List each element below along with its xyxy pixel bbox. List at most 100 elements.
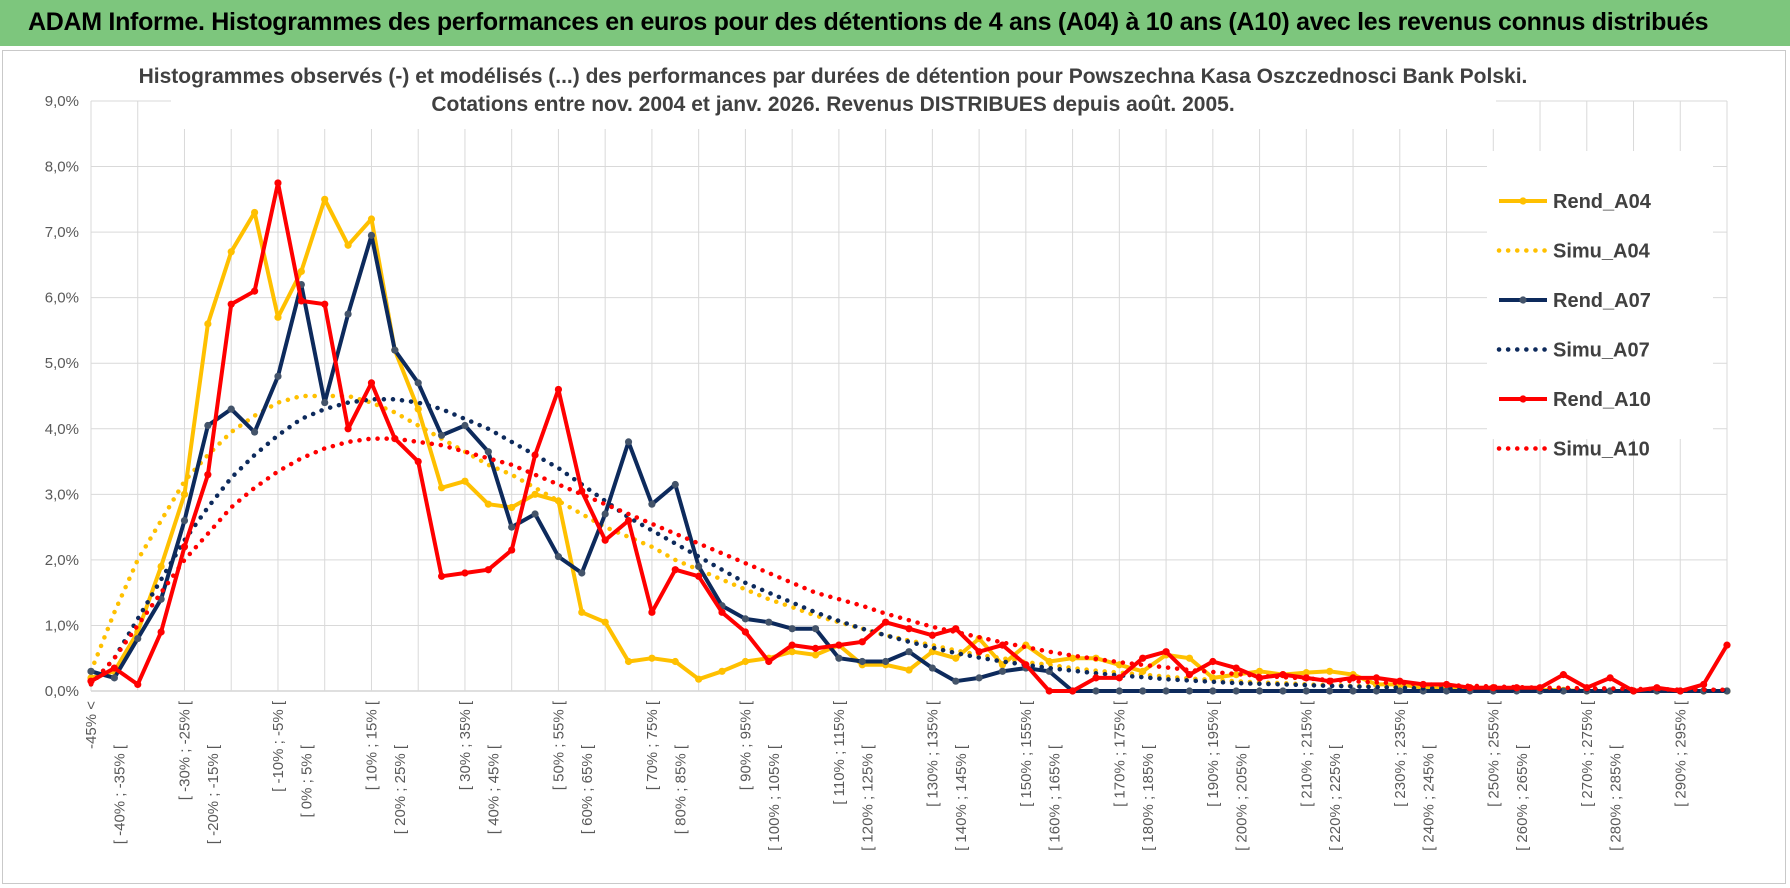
data-point-rend_a10 [882,618,890,626]
data-point-rend_a04 [321,195,329,203]
data-point-rend_a10 [484,566,492,574]
legend-label: Simu_A04 [1553,241,1651,263]
data-point-rend_a07 [928,664,936,672]
data-point-rend_a07 [321,398,329,407]
data-point-rend_a10 [414,457,422,466]
x-tick-label: [ 50% ; 55% [ [550,700,567,790]
x-tick-label: [ 80% ; 85% [ [673,744,690,834]
data-point-rend_a07 [671,480,679,489]
data-point-rend_a07 [1162,687,1170,695]
x-tick-label: [ 230% ; 235% [ [1392,700,1409,807]
data-point-rend_a07 [624,438,633,446]
data-point-rend_a07 [858,657,866,666]
data-point-rend_a07 [1115,687,1123,695]
data-point-rend_a10 [975,648,983,656]
x-tick-label: [ 290% ; 295% [ [1672,700,1689,807]
data-point-rend_a07 [1349,687,1357,695]
data-point-rend_a07 [508,523,516,531]
data-point-rend_a10 [928,631,936,639]
data-point-rend_a10 [1162,648,1170,656]
x-tick-label: -45% < [83,701,100,749]
data-point-rend_a04 [297,267,305,276]
x-tick-label: [ 90% ; 95% [ [737,700,754,790]
data-point-rend_a04 [1232,671,1240,679]
data-point-rend_a04 [671,657,679,666]
series-line-simu_a04 [88,393,1730,693]
data-point-rend_a10 [1139,654,1147,662]
series-line-rend_a07 [90,233,1727,693]
y-tick-label: 0,0% [45,683,79,700]
x-tick-label: [ 160% ; 165% [ [1047,744,1064,851]
data-point-rend_a07 [601,510,609,518]
data-point-rend_a07 [227,405,235,413]
data-point-rend_a07 [1279,687,1287,695]
data-point-rend_a07 [1092,687,1100,695]
histogram-chart: 0,0% 1,0% 2,0% 3,0% 4,0% 5,0% 6,0% 7,0% 8,0% 9,0%… [45,59,1731,851]
x-tick-label: [ 70% ; 75% [ [644,700,661,790]
data-point-rend_a04 [1302,669,1310,677]
data-point-rend_a07 [1326,687,1334,695]
data-point-rend_a07 [1209,687,1217,695]
data-point-rend_a10 [297,297,305,305]
data-point-rend_a10 [1092,674,1100,682]
data-point-rend_a04 [274,313,282,321]
data-point-rend_a10 [811,644,820,652]
y-tick-label: 6,0% [45,290,79,307]
legend-marker [1519,296,1527,304]
series-line-rend_a10 [90,180,1729,693]
x-tick-label: [ 100% ; 105% [ [766,744,783,851]
x-tick-label: [ 180% ; 185% [ [1140,744,1157,851]
data-point-rend_a07 [1255,687,1264,695]
y-tick-label: 2,0% [45,552,79,569]
data-point-rend_a10 [741,628,750,636]
data-point-rend_a10 [1372,674,1381,682]
x-tick-label: [ 30% ; 35% [ [457,700,474,790]
title-backdrop [171,59,1496,129]
data-point-rend_a07 [204,421,212,430]
data-point-rend_a10 [227,300,235,308]
x-tick-label: [ 140% ; 145% [ [953,744,970,851]
data-point-rend_a10 [554,385,563,394]
data-point-rend_a04 [1185,654,1194,662]
data-point-rend_a04 [952,654,960,662]
data-point-rend_a07 [414,379,422,387]
data-point-rend_a07 [975,674,983,682]
data-point-rend_a10 [1606,674,1614,682]
data-point-rend_a10 [765,657,773,666]
data-point-rend_a07 [1232,687,1240,695]
data-point-rend_a07 [835,654,843,662]
data-point-rend_a10 [251,287,259,295]
data-point-rend_a07 [274,372,282,380]
x-tick-label: [ 0% ; 5% [ [299,744,316,817]
x-tick-label: [ 280% ; 285% [ [1608,744,1625,851]
header-bar: ADAM Informe. Histogrammes des performan… [0,0,1790,46]
data-point-rend_a04 [648,654,656,662]
x-tick-label: [ 250% ; 255% [ [1485,700,1502,807]
data-point-rend_a10 [1069,687,1077,695]
data-point-rend_a10 [321,300,329,308]
data-point-rend_a10 [601,536,609,544]
series-line-simu_a07 [88,397,1730,693]
x-tick-label: [ -10% ; -5% [ [270,700,287,792]
chart-title-line1: Histogrammes observés (-) et modélisés (… [139,65,1528,88]
x-tick-label: [ 240% ; 245% [ [1421,744,1438,851]
y-tick-label: 3,0% [45,486,79,503]
data-point-rend_a07 [437,431,446,439]
data-point-rend_a07 [765,618,773,626]
data-point-rend_a04 [251,208,259,217]
data-point-rend_a04 [624,657,633,666]
data-point-rend_a07 [531,510,539,518]
data-point-rend_a07 [180,516,189,525]
legend-label: Simu_A07 [1553,340,1650,362]
x-tick-label: [ 260% ; 265% [ [1514,744,1531,851]
y-tick-label: 4,0% [45,421,79,438]
x-tick-label: [ -20% ; -15% [ [205,744,222,844]
chart-title-line2: Cotations entre nov. 2004 et janv. 2026.… [431,93,1234,116]
data-point-rend_a04 [811,651,820,659]
data-point-rend_a10 [695,572,703,580]
series-lines [87,179,1731,695]
data-point-rend_a07 [1302,687,1310,695]
series-line-simu_a10 [88,436,1730,692]
data-point-rend_a04 [1255,667,1264,675]
data-point-rend_a07 [648,500,656,508]
